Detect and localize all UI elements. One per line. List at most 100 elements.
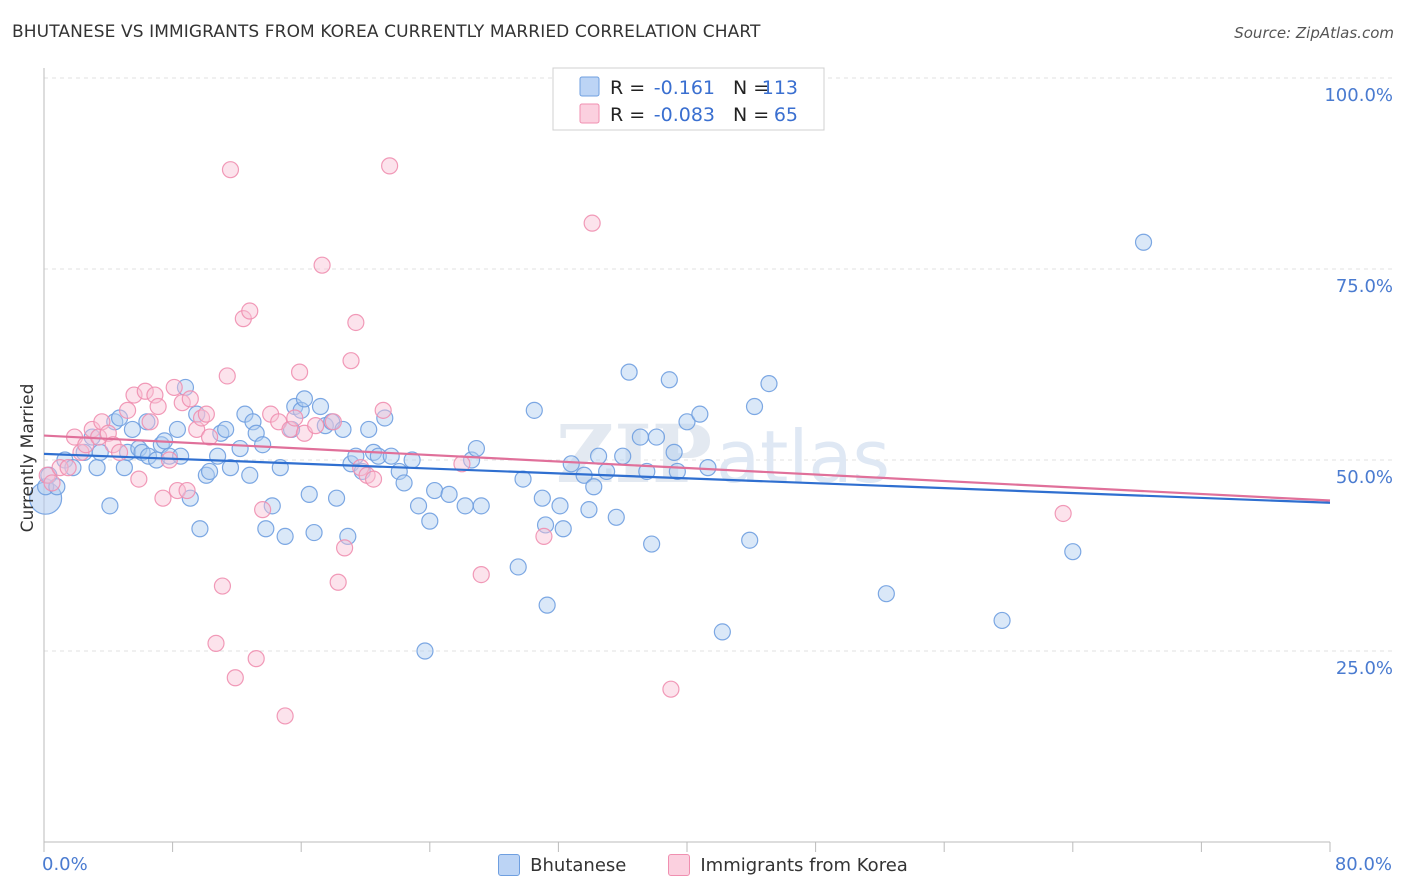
point-korea-25 <box>178 481 196 500</box>
point-korea-3 <box>59 459 77 477</box>
point-korea-39 <box>254 501 272 519</box>
point-korea-23 <box>168 481 187 500</box>
point-korea-29 <box>197 405 215 423</box>
point-korea-14 <box>125 386 143 404</box>
point-bhutanese-50 <box>300 485 318 503</box>
point-bhutanese-36 <box>231 439 249 458</box>
legend-item-bhutanese: Bhutanese <box>498 854 626 876</box>
point-korea-33 <box>218 367 236 385</box>
point-korea-20 <box>154 489 172 507</box>
legend-swatch-bhutanese-bottom <box>498 854 521 876</box>
point-korea-19 <box>149 397 167 416</box>
legend-n-value-2: 65 <box>774 104 798 126</box>
point-bhutanese-110 <box>993 611 1011 630</box>
y-tick-label-1: 50.0% <box>1336 467 1393 488</box>
watermark-zip: ZIP <box>556 407 712 501</box>
point-bhutanese-90 <box>589 447 608 465</box>
source-label: Source: ZipAtlas.com <box>1234 24 1394 42</box>
point-bhutanese-88 <box>580 501 598 519</box>
gridlines <box>44 77 1392 652</box>
point-bhutanese-80 <box>525 401 543 419</box>
point-korea-44 <box>286 409 304 427</box>
y-axis-label: Currently Married <box>18 384 38 533</box>
watermark: ZIP atlas <box>556 407 890 501</box>
point-bhutanese-15 <box>123 420 142 439</box>
point-korea-22 <box>165 378 183 397</box>
point-korea-30 <box>200 428 219 446</box>
point-bhutanese-109 <box>877 585 895 603</box>
point-bhutanese-94 <box>620 363 638 381</box>
point-bhutanese-52 <box>311 397 330 416</box>
axes <box>43 68 1331 852</box>
point-korea-26 <box>181 390 199 408</box>
point-bhutanese-98 <box>647 428 666 446</box>
legend-n-value-1: 113 <box>762 77 798 99</box>
point-korea-52 <box>342 352 360 370</box>
point-bhutanese-10 <box>101 497 119 515</box>
point-korea-57 <box>374 401 392 419</box>
point-bhutanese-103 <box>691 405 709 423</box>
legend-n-label-1: N = <box>733 77 769 99</box>
point-bhutanese-34 <box>217 420 235 439</box>
point-korea-35 <box>226 669 244 687</box>
point-korea-61 <box>535 527 553 546</box>
point-korea-47 <box>307 417 325 435</box>
point-bhutanese-84 <box>551 497 569 515</box>
x-tick-labels: 0.0% 80.0% <box>42 854 1392 875</box>
point-bhutanese-19 <box>139 447 158 465</box>
point-korea-60 <box>472 565 490 584</box>
point-bhutanese-89 <box>585 478 603 496</box>
point-bhutanese-13 <box>115 459 133 477</box>
point-korea-31 <box>207 634 225 652</box>
point-bhutanese-35 <box>221 459 240 477</box>
point-bhutanese-71 <box>421 512 439 530</box>
point-bhutanese-97 <box>643 535 661 553</box>
point-korea-63 <box>662 680 680 698</box>
point-bhutanese-24 <box>168 420 187 439</box>
point-bhutanese-106 <box>741 531 759 549</box>
legend-r-label-1: R = <box>610 77 645 99</box>
legend-r-value-2: -0.083 <box>654 104 715 126</box>
point-bhutanese-96 <box>638 462 656 481</box>
point-korea-17 <box>141 413 159 431</box>
point-bhutanese-105 <box>713 623 731 641</box>
point-korea-53 <box>347 313 365 332</box>
point-bhutanese-61 <box>360 420 378 439</box>
point-bhutanese-104 <box>699 459 717 477</box>
point-bhutanese-73 <box>440 485 458 503</box>
point-bhutanese-31 <box>200 462 219 481</box>
series-legend: Bhutanese Immigrants from Korea <box>0 852 1406 878</box>
point-bhutanese-29 <box>191 520 209 538</box>
point-bhutanese-42 <box>257 520 275 538</box>
point-bhutanese-91 <box>598 462 616 481</box>
point-bhutanese-102 <box>678 413 696 431</box>
point-bhutanese-8 <box>88 459 106 477</box>
point-korea-1 <box>43 474 61 492</box>
point-korea-56 <box>364 470 383 488</box>
legend-r-value-1: -0.161 <box>654 77 715 99</box>
point-bhutanese-86 <box>562 455 580 473</box>
point-korea-16 <box>136 382 154 400</box>
point-bhutanese-49 <box>295 390 314 408</box>
legend-swatch-korea-bottom <box>668 854 691 876</box>
point-korea-62 <box>583 214 601 232</box>
point-korea-32 <box>213 577 232 595</box>
point-bhutanese-81 <box>533 489 551 507</box>
point-bhutanese-65 <box>382 447 400 465</box>
point-bhutanese-55 <box>327 489 346 507</box>
point-bhutanese-76 <box>467 439 486 458</box>
point-korea-51 <box>336 539 354 557</box>
point-bhutanese-93 <box>614 447 632 465</box>
y-tick-label-2: 75.0% <box>1336 276 1393 297</box>
legend-label-korea: Immigrants from Korea <box>700 854 908 876</box>
point-korea-49 <box>324 413 342 431</box>
watermark-atlas: atlas <box>716 415 890 499</box>
stats-legend: R = -0.161 N = 113 R = -0.083 N = 65 <box>552 67 825 131</box>
point-bhutanese-79 <box>514 470 532 488</box>
point-bhutanese-92 <box>607 508 625 526</box>
point-bhutanese-78 <box>509 558 527 576</box>
point-bhutanese-100 <box>665 443 683 461</box>
point-korea-13 <box>118 401 137 419</box>
point-bhutanese-72 <box>426 481 444 500</box>
